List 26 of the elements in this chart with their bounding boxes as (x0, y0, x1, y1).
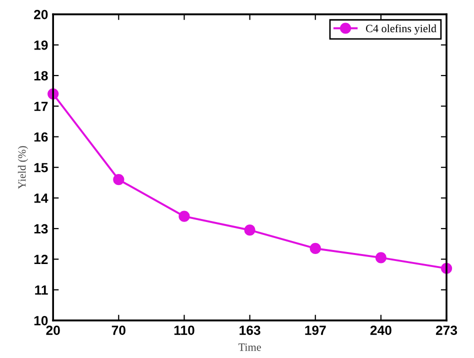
x-tick-label: 70 (112, 326, 126, 335)
y-tick-label: 12 (34, 254, 48, 264)
x-tick-label: 163 (240, 326, 260, 335)
y-tick-label: 18 (34, 71, 48, 80)
y-tick-label: 14 (34, 194, 48, 203)
y-tick-label: 19 (34, 40, 48, 50)
legend-label: C4 olefins yield (366, 24, 436, 35)
y-tick-label: 20 (34, 10, 48, 20)
x-tick-label: 240 (370, 326, 392, 335)
x-tick-label: 197 (305, 326, 326, 335)
x-tick-label: 20 (46, 326, 60, 335)
x-tick-label: 110 (174, 326, 194, 335)
y-tick-label: 11 (35, 286, 48, 295)
y-tick-label: 10 (34, 316, 48, 326)
x-tick-label: 273 (436, 326, 458, 335)
point (310, 242, 321, 254)
point (178, 210, 190, 222)
point (375, 252, 386, 264)
y-axis-title: Yield (%) (18, 146, 28, 189)
point (113, 174, 124, 186)
x-axis-title: Time (238, 343, 261, 351)
y-tick-label: 16 (34, 132, 48, 142)
y-tick-label: 17 (34, 102, 48, 111)
y-tick-label: 15 (34, 163, 48, 172)
point (244, 224, 256, 236)
y-tick-label: 13 (34, 224, 48, 234)
